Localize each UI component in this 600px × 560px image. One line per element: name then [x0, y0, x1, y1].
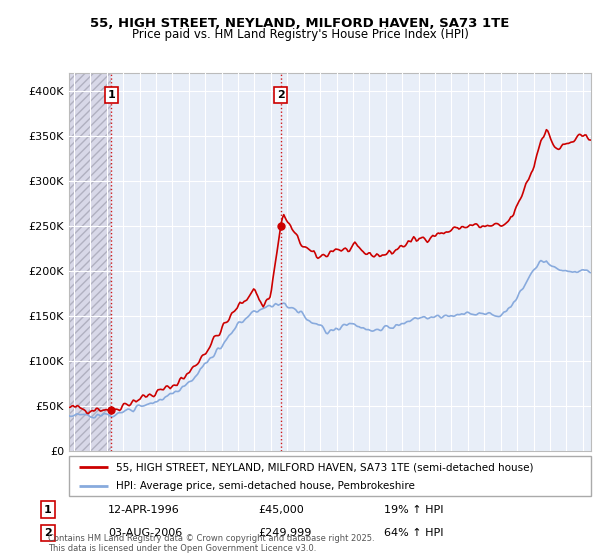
Text: Price paid vs. HM Land Registry's House Price Index (HPI): Price paid vs. HM Land Registry's House … — [131, 28, 469, 41]
Bar — [69, 73, 112, 451]
Text: 19% ↑ HPI: 19% ↑ HPI — [384, 505, 443, 515]
Text: 12-APR-1996: 12-APR-1996 — [108, 505, 180, 515]
Text: Contains HM Land Registry data © Crown copyright and database right 2025.
This d: Contains HM Land Registry data © Crown c… — [48, 534, 374, 553]
Text: 55, HIGH STREET, NEYLAND, MILFORD HAVEN, SA73 1TE: 55, HIGH STREET, NEYLAND, MILFORD HAVEN,… — [91, 17, 509, 30]
Text: 2: 2 — [44, 528, 52, 538]
Text: HPI: Average price, semi-detached house, Pembrokeshire: HPI: Average price, semi-detached house,… — [116, 481, 415, 491]
Text: 03-AUG-2006: 03-AUG-2006 — [108, 528, 182, 538]
Text: 1: 1 — [44, 505, 52, 515]
Text: 64% ↑ HPI: 64% ↑ HPI — [384, 528, 443, 538]
Text: £249,999: £249,999 — [258, 528, 311, 538]
Text: 1: 1 — [107, 90, 115, 100]
FancyBboxPatch shape — [69, 456, 591, 496]
Text: 55, HIGH STREET, NEYLAND, MILFORD HAVEN, SA73 1TE (semi-detached house): 55, HIGH STREET, NEYLAND, MILFORD HAVEN,… — [116, 463, 533, 473]
Text: 2: 2 — [277, 90, 284, 100]
Text: £45,000: £45,000 — [258, 505, 304, 515]
